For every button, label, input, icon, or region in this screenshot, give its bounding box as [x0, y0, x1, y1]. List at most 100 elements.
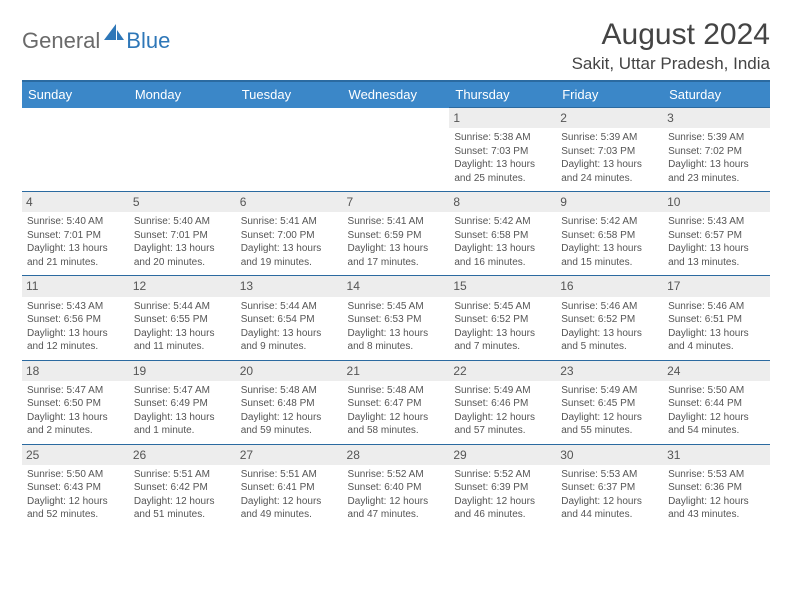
day-cell: 29Sunrise: 5:52 AMSunset: 6:39 PMDayligh… [449, 444, 556, 528]
sunrise-line: Sunrise: 5:47 AM [27, 384, 124, 398]
day-number: 28 [343, 445, 450, 465]
day-number: 27 [236, 445, 343, 465]
daylight-line: Daylight: 13 hours and 21 minutes. [27, 242, 124, 269]
sunset-line: Sunset: 6:54 PM [241, 313, 338, 327]
day-number: 23 [556, 361, 663, 381]
sunrise-line: Sunrise: 5:51 AM [134, 468, 231, 482]
daylight-line: Daylight: 12 hours and 44 minutes. [561, 495, 658, 522]
day-cell: 11Sunrise: 5:43 AMSunset: 6:56 PMDayligh… [22, 276, 129, 360]
sunset-line: Sunset: 6:48 PM [241, 397, 338, 411]
sunrise-line: Sunrise: 5:53 AM [668, 468, 765, 482]
day-cell: 10Sunrise: 5:43 AMSunset: 6:57 PMDayligh… [663, 192, 770, 276]
sunrise-line: Sunrise: 5:44 AM [241, 300, 338, 314]
sunrise-line: Sunrise: 5:41 AM [241, 215, 338, 229]
day-cell: 15Sunrise: 5:45 AMSunset: 6:52 PMDayligh… [449, 276, 556, 360]
sunrise-line: Sunrise: 5:40 AM [134, 215, 231, 229]
sunset-line: Sunset: 6:57 PM [668, 229, 765, 243]
sunrise-line: Sunrise: 5:38 AM [454, 131, 551, 145]
sunrise-line: Sunrise: 5:44 AM [134, 300, 231, 314]
day-cell: 24Sunrise: 5:50 AMSunset: 6:44 PMDayligh… [663, 360, 770, 444]
daylight-line: Daylight: 13 hours and 5 minutes. [561, 327, 658, 354]
sunset-line: Sunset: 6:43 PM [27, 481, 124, 495]
daylight-line: Daylight: 13 hours and 4 minutes. [668, 327, 765, 354]
day-number: 3 [663, 108, 770, 128]
day-number: 24 [663, 361, 770, 381]
day-cell: 22Sunrise: 5:49 AMSunset: 6:46 PMDayligh… [449, 360, 556, 444]
daylight-line: Daylight: 13 hours and 1 minute. [134, 411, 231, 438]
daylight-line: Daylight: 13 hours and 2 minutes. [27, 411, 124, 438]
day-number: 21 [343, 361, 450, 381]
day-number: 12 [129, 276, 236, 296]
day-cell: 7Sunrise: 5:41 AMSunset: 6:59 PMDaylight… [343, 192, 450, 276]
week-row: 1Sunrise: 5:38 AMSunset: 7:03 PMDaylight… [22, 108, 770, 192]
sunset-line: Sunset: 6:50 PM [27, 397, 124, 411]
brand-sail-icon [104, 24, 124, 45]
dayname-row: SundayMondayTuesdayWednesdayThursdayFrid… [22, 81, 770, 108]
sunset-line: Sunset: 6:42 PM [134, 481, 231, 495]
day-number: 7 [343, 192, 450, 212]
sunrise-line: Sunrise: 5:39 AM [561, 131, 658, 145]
sunrise-line: Sunrise: 5:43 AM [27, 300, 124, 314]
calendar-body: 1Sunrise: 5:38 AMSunset: 7:03 PMDaylight… [22, 108, 770, 529]
calendar-table: SundayMondayTuesdayWednesdayThursdayFrid… [22, 80, 770, 528]
day-number: 19 [129, 361, 236, 381]
daylight-line: Daylight: 13 hours and 19 minutes. [241, 242, 338, 269]
daylight-line: Daylight: 13 hours and 9 minutes. [241, 327, 338, 354]
location-subtitle: Sakit, Uttar Pradesh, India [572, 54, 770, 74]
day-cell: 26Sunrise: 5:51 AMSunset: 6:42 PMDayligh… [129, 444, 236, 528]
day-cell: 5Sunrise: 5:40 AMSunset: 7:01 PMDaylight… [129, 192, 236, 276]
day-cell: 18Sunrise: 5:47 AMSunset: 6:50 PMDayligh… [22, 360, 129, 444]
sunset-line: Sunset: 6:52 PM [454, 313, 551, 327]
sunset-line: Sunset: 6:52 PM [561, 313, 658, 327]
day-number: 16 [556, 276, 663, 296]
sunrise-line: Sunrise: 5:47 AM [134, 384, 231, 398]
sunrise-line: Sunrise: 5:45 AM [348, 300, 445, 314]
daylight-line: Daylight: 13 hours and 8 minutes. [348, 327, 445, 354]
sunrise-line: Sunrise: 5:53 AM [561, 468, 658, 482]
sunset-line: Sunset: 6:40 PM [348, 481, 445, 495]
dayname-saturday: Saturday [663, 81, 770, 108]
daylight-line: Daylight: 12 hours and 47 minutes. [348, 495, 445, 522]
day-cell: 2Sunrise: 5:39 AMSunset: 7:03 PMDaylight… [556, 108, 663, 192]
day-cell: 21Sunrise: 5:48 AMSunset: 6:47 PMDayligh… [343, 360, 450, 444]
empty-cell [129, 108, 236, 192]
sunset-line: Sunset: 6:39 PM [454, 481, 551, 495]
title-block: August 2024 Sakit, Uttar Pradesh, India [572, 18, 770, 74]
day-number: 4 [22, 192, 129, 212]
daylight-line: Daylight: 12 hours and 58 minutes. [348, 411, 445, 438]
page-title: August 2024 [572, 18, 770, 52]
sunset-line: Sunset: 6:51 PM [668, 313, 765, 327]
sunrise-line: Sunrise: 5:42 AM [454, 215, 551, 229]
day-number: 14 [343, 276, 450, 296]
sunset-line: Sunset: 6:36 PM [668, 481, 765, 495]
dayname-wednesday: Wednesday [343, 81, 450, 108]
sunset-line: Sunset: 6:58 PM [454, 229, 551, 243]
week-row: 11Sunrise: 5:43 AMSunset: 6:56 PMDayligh… [22, 276, 770, 360]
day-number: 1 [449, 108, 556, 128]
day-cell: 17Sunrise: 5:46 AMSunset: 6:51 PMDayligh… [663, 276, 770, 360]
sunrise-line: Sunrise: 5:39 AM [668, 131, 765, 145]
brand-text-blue: Blue [126, 28, 170, 54]
daylight-line: Daylight: 13 hours and 17 minutes. [348, 242, 445, 269]
sunset-line: Sunset: 7:02 PM [668, 145, 765, 159]
day-number: 5 [129, 192, 236, 212]
daylight-line: Daylight: 12 hours and 57 minutes. [454, 411, 551, 438]
day-cell: 30Sunrise: 5:53 AMSunset: 6:37 PMDayligh… [556, 444, 663, 528]
week-row: 4Sunrise: 5:40 AMSunset: 7:01 PMDaylight… [22, 192, 770, 276]
daylight-line: Daylight: 12 hours and 52 minutes. [27, 495, 124, 522]
day-number: 6 [236, 192, 343, 212]
dayname-thursday: Thursday [449, 81, 556, 108]
week-row: 25Sunrise: 5:50 AMSunset: 6:43 PMDayligh… [22, 444, 770, 528]
sunset-line: Sunset: 6:53 PM [348, 313, 445, 327]
daylight-line: Daylight: 13 hours and 20 minutes. [134, 242, 231, 269]
daylight-line: Daylight: 13 hours and 15 minutes. [561, 242, 658, 269]
day-cell: 31Sunrise: 5:53 AMSunset: 6:36 PMDayligh… [663, 444, 770, 528]
daylight-line: Daylight: 13 hours and 23 minutes. [668, 158, 765, 185]
day-number: 15 [449, 276, 556, 296]
empty-cell [343, 108, 450, 192]
daylight-line: Daylight: 13 hours and 7 minutes. [454, 327, 551, 354]
day-number: 17 [663, 276, 770, 296]
empty-cell [236, 108, 343, 192]
day-cell: 4Sunrise: 5:40 AMSunset: 7:01 PMDaylight… [22, 192, 129, 276]
day-cell: 9Sunrise: 5:42 AMSunset: 6:58 PMDaylight… [556, 192, 663, 276]
